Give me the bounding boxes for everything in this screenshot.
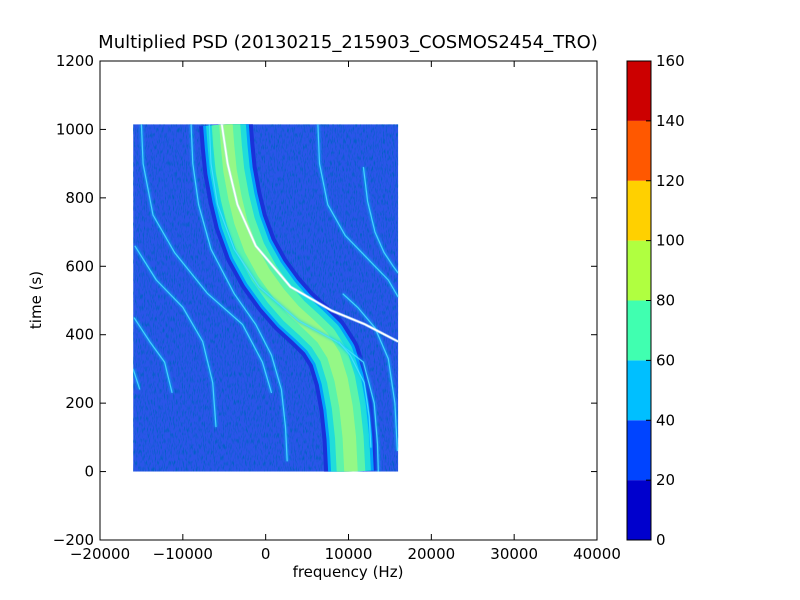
white-trace <box>221 124 399 343</box>
trace-layer <box>133 124 399 472</box>
x-tick-label: −20000 <box>70 545 130 563</box>
colorbar-tick-label: 140 <box>656 112 685 130</box>
colorbar-segment <box>627 480 651 540</box>
colorbar-segment <box>627 120 651 181</box>
faint-trace-4 <box>134 245 217 428</box>
y-tick-label: 0 <box>84 463 94 481</box>
colorbar-segment <box>627 180 651 241</box>
faint-trace-9 <box>338 341 372 448</box>
faint-trace-10 <box>342 293 398 452</box>
x-tick-label: −10000 <box>153 545 213 563</box>
colorbar-tick-label: 0 <box>656 531 666 549</box>
chart-title: Multiplied PSD (20130215_215903_COSMOS24… <box>98 32 598 53</box>
y-tick-label: 800 <box>65 189 94 207</box>
colorbar-tick-label: 120 <box>656 172 685 190</box>
x-tick-label: 10000 <box>325 545 373 563</box>
psd-heatmap <box>133 124 399 472</box>
y-axis: −200 0 200 400 600 800 1000 1200 <box>53 52 597 549</box>
colorbar-tick-label: 160 <box>656 52 685 70</box>
colorbar-segment <box>627 61 651 121</box>
y-tick-label: 400 <box>65 326 94 344</box>
y-tick-label: 600 <box>65 257 94 275</box>
colorbar-tick-label: 40 <box>656 411 675 429</box>
y-tick-label: 200 <box>65 394 94 412</box>
faint-trace-6 <box>133 368 141 390</box>
faint-trace-1 <box>190 124 288 462</box>
colorbar-segment <box>627 420 651 481</box>
faint-trace-2 <box>208 124 379 472</box>
colorbar-tick-label: 80 <box>656 292 675 310</box>
faint-trace-8 <box>362 167 399 274</box>
x-tick-label: 30000 <box>490 545 538 563</box>
colorbar-segment <box>627 360 651 421</box>
colorbar-segment <box>627 300 651 361</box>
x-tick-label: 20000 <box>407 545 455 563</box>
colorbar: 0 20 40 60 80 100 120 140 160 <box>626 52 685 549</box>
y-axis-label: time (s) <box>27 271 45 329</box>
x-axis: −20000 −10000 0 10000 20000 30000 40000 <box>70 61 621 563</box>
faint-trace-3 <box>140 124 273 394</box>
y-tick-label: 1000 <box>56 120 94 138</box>
faint-trace-7 <box>317 124 399 298</box>
colorbar-tick-label: 20 <box>656 471 675 489</box>
x-tick-label: 0 <box>261 545 271 563</box>
x-tick-label: 40000 <box>573 545 621 563</box>
faint-trace-5 <box>133 317 173 394</box>
colorbar-segment <box>627 240 651 301</box>
x-axis-label: frequency (Hz) <box>293 563 404 581</box>
colorbar-tick-label: 60 <box>656 351 675 369</box>
y-tick-label: −200 <box>53 531 94 549</box>
colorbar-tick-label: 100 <box>656 232 685 250</box>
y-tick-label: 1200 <box>56 52 94 70</box>
